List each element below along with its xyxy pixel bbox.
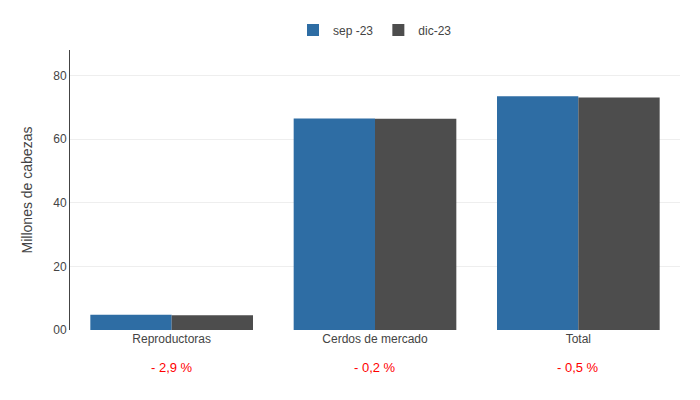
- svg-text:- 2,9 %: - 2,9 %: [151, 360, 193, 375]
- svg-text:80: 80: [53, 69, 67, 83]
- svg-text:Cerdos de mercado: Cerdos de mercado: [322, 332, 428, 346]
- svg-text:Millones de cabezas: Millones de cabezas: [19, 127, 35, 254]
- svg-text:60: 60: [53, 132, 67, 146]
- svg-text:Reproductoras: Reproductoras: [132, 332, 211, 346]
- svg-text:- 0,5 %: - 0,5 %: [557, 360, 599, 375]
- svg-text:Total: Total: [566, 332, 591, 346]
- svg-text:- 0,2 %: - 0,2 %: [354, 360, 396, 375]
- svg-text:20: 20: [53, 260, 67, 274]
- svg-text:dic-23: dic-23: [418, 24, 451, 38]
- svg-text:sep -23: sep -23: [333, 24, 373, 38]
- svg-text:00: 00: [53, 323, 67, 337]
- svg-text:40: 40: [53, 196, 67, 210]
